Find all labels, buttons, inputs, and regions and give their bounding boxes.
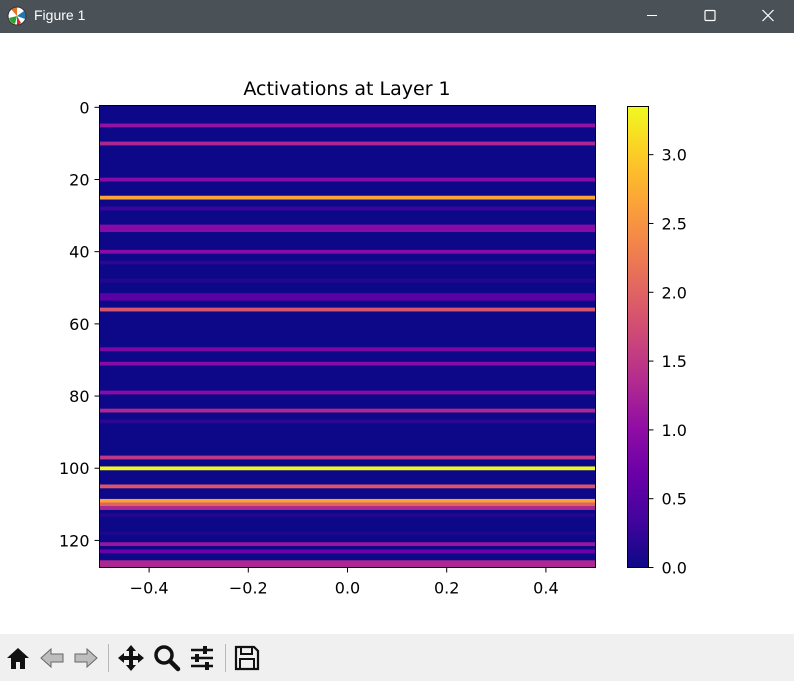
x-tick-label: −0.2 — [229, 579, 268, 598]
configure-subplots-button[interactable] — [186, 642, 218, 674]
back-button[interactable] — [36, 642, 68, 674]
window-title: Figure 1 — [34, 7, 86, 23]
x-tick-label: 0.2 — [434, 579, 459, 598]
close-icon — [762, 9, 774, 22]
heatmap-row — [99, 307, 596, 312]
heatmap-row — [99, 484, 596, 489]
heatmap-row — [99, 408, 596, 413]
heatmap-row — [99, 228, 596, 233]
home-button[interactable] — [2, 642, 34, 674]
heatmap-row — [99, 206, 596, 211]
minimize-button[interactable] — [623, 0, 681, 33]
colorbar-axis: 0.0 0.5 1.0 1.5 2.0 2.5 3.0 — [648, 146, 687, 578]
heatmap-row — [99, 361, 596, 366]
y-tick-label: 20 — [69, 170, 89, 189]
title-bar: Figure 1 — [0, 0, 794, 33]
figure-canvas: Activations at Layer 1 −0.4 −0.2 0.0 0.2 0.4… — [0, 33, 794, 634]
heatmap-background — [99, 105, 596, 568]
x-axis: −0.4 −0.2 0.0 0.2 0.4 — [130, 567, 559, 598]
heatmap-row — [99, 498, 596, 503]
heatmap-row — [99, 224, 596, 229]
heatmap-row — [99, 141, 596, 146]
y-tick-label: 40 — [69, 243, 89, 262]
heatmap-row — [99, 542, 596, 547]
x-tick-label: −0.4 — [130, 579, 169, 598]
forward-arrow-icon — [74, 647, 98, 669]
maximize-icon — [704, 9, 716, 22]
heatmap-row — [99, 249, 596, 254]
home-icon — [7, 648, 29, 669]
configure-subplots-icon — [191, 646, 213, 670]
chart-title: Activations at Layer 1 — [243, 78, 450, 100]
heatmap-row — [99, 466, 596, 471]
pan-move-icon — [118, 645, 144, 671]
colorbar-tick-label: 1.5 — [662, 352, 687, 371]
pan-button[interactable] — [115, 642, 147, 674]
heatmap-row — [99, 549, 596, 554]
save-button[interactable] — [231, 642, 263, 674]
colorbar-tick-label: 0.0 — [662, 559, 687, 578]
heatmap-row — [99, 560, 596, 565]
colorbar-tick-label: 3.0 — [662, 146, 687, 165]
x-tick-label: 0.0 — [335, 579, 360, 598]
colorbar-tick-label: 2.0 — [662, 283, 687, 302]
heatmap-row — [99, 455, 596, 460]
heatmap-row — [99, 260, 596, 265]
colorbar — [627, 106, 649, 568]
y-tick-label: 0 — [79, 98, 89, 117]
y-axis: 0 20 40 60 80 100 120 — [59, 98, 100, 550]
heatmap-row — [99, 506, 596, 510]
heatmap-row — [99, 513, 596, 518]
navigation-toolbar — [0, 634, 794, 681]
colorbar-tick-label: 2.5 — [662, 214, 687, 233]
toolbar-separator — [225, 644, 226, 672]
heatmap-row — [99, 390, 596, 395]
heatmap-chart: Activations at Layer 1 −0.4 −0.2 0.0 0.2 0.4… — [59, 78, 687, 598]
zoom-magnifier-icon — [154, 645, 181, 672]
save-floppy-icon — [234, 645, 260, 671]
heatmap-image — [99, 105, 596, 568]
heatmap-row — [99, 278, 596, 283]
heatmap-row — [99, 293, 596, 297]
heatmap-row — [99, 296, 596, 301]
back-arrow-icon — [40, 647, 64, 669]
heatmap-row — [99, 563, 596, 568]
y-tick-label: 60 — [69, 315, 89, 334]
heatmap-row — [99, 177, 596, 182]
zoom-button[interactable] — [151, 642, 183, 674]
colorbar-tick-label: 0.5 — [662, 490, 687, 509]
heatmap-row — [99, 123, 596, 128]
heatmap-row — [99, 419, 596, 424]
maximize-button[interactable] — [681, 0, 739, 33]
y-tick-label: 80 — [69, 387, 89, 406]
heatmap-row — [99, 531, 596, 536]
minimize-icon — [647, 15, 657, 16]
y-tick-label: 120 — [59, 531, 90, 550]
x-tick-label: 0.4 — [533, 579, 558, 598]
y-tick-label: 100 — [59, 459, 90, 478]
heatmap-row — [99, 502, 596, 507]
heatmap-row — [99, 347, 596, 352]
toolbar-separator — [108, 644, 109, 672]
close-button[interactable] — [739, 0, 794, 33]
colorbar-tick-label: 1.0 — [662, 421, 687, 440]
heatmap-row — [99, 195, 596, 200]
matplotlib-icon — [7, 6, 27, 26]
forward-button[interactable] — [70, 642, 102, 674]
